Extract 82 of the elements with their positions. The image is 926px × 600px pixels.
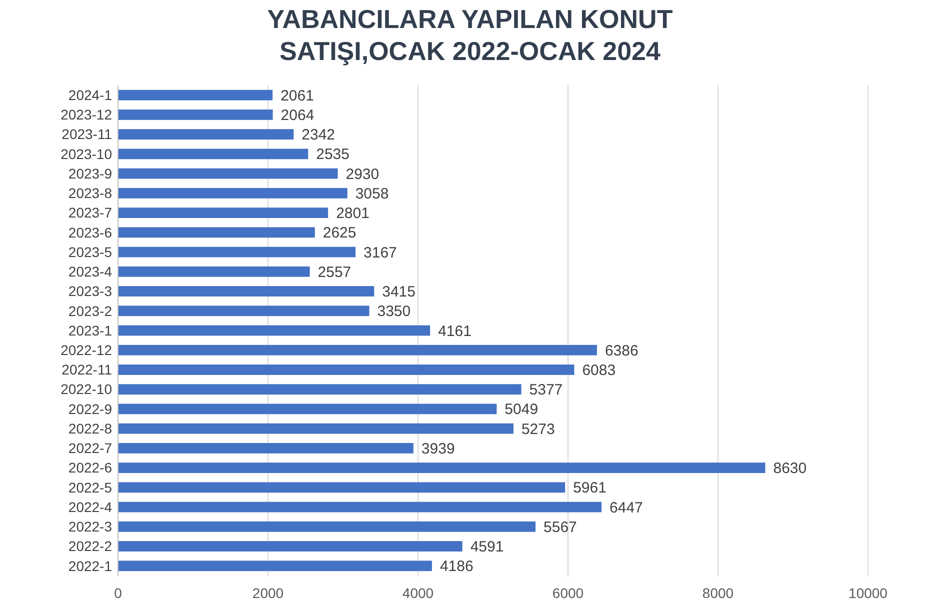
bar [118, 266, 310, 277]
x-tick-label: 8000 [702, 585, 734, 600]
chart-title: YABANCILARA YAPILAN KONUT SATIŞI,OCAK 2022-OCAK 2024 [267, 4, 673, 66]
y-tick-label: 2023-10 [60, 146, 112, 162]
data-label: 2342 [302, 126, 336, 144]
y-tick-label: 2022-4 [68, 498, 112, 515]
data-label: 4161 [438, 322, 472, 340]
y-tick-label: 2022-3 [68, 518, 112, 535]
y-tick-label: 2022-10 [60, 381, 112, 398]
y-tick-label: 2023-4 [68, 264, 112, 280]
x-tick-label: 0 [114, 585, 122, 600]
bar [118, 208, 328, 218]
y-tick-label: 2023-7 [68, 204, 112, 221]
data-label: 2801 [336, 205, 370, 222]
data-label: 2064 [280, 106, 314, 124]
bar [118, 521, 536, 532]
bar [118, 286, 374, 296]
y-tick-label: 2022-7 [68, 440, 112, 456]
y-tick-label: 2023-6 [68, 224, 112, 240]
bar [118, 188, 348, 198]
bar [118, 423, 514, 434]
x-tick-label: 6000 [552, 585, 584, 600]
bar [118, 110, 273, 120]
data-label: 4591 [470, 538, 504, 556]
bar [118, 246, 356, 258]
data-label: 3350 [377, 303, 411, 320]
x-tick-label: 10000 [848, 585, 888, 600]
y-tick-label: 2022-1 [68, 558, 112, 574]
data-label: 2061 [280, 87, 314, 104]
bar [118, 384, 522, 395]
y-tick-label: 2022-9 [68, 400, 112, 417]
data-label: 2557 [318, 264, 352, 281]
bar [118, 541, 462, 552]
y-tick-label: 2023-8 [68, 185, 112, 202]
bar [118, 502, 602, 512]
bar [118, 560, 432, 572]
y-tick-label: 2022-11 [62, 362, 112, 378]
bar [118, 364, 574, 375]
data-label: 6447 [610, 499, 643, 516]
data-label: 2930 [346, 166, 380, 183]
bar [118, 462, 766, 474]
data-label: 4186 [440, 558, 474, 576]
bar [118, 148, 308, 160]
data-label: 3167 [364, 244, 397, 262]
bar [118, 404, 497, 414]
x-tick-label: 4000 [402, 585, 434, 600]
bar [118, 443, 414, 454]
data-label: 5377 [529, 382, 563, 399]
y-tick-label: 2024-1 [68, 87, 112, 103]
bar [118, 227, 315, 238]
bar [118, 344, 597, 356]
y-tick-label: 2023-2 [68, 302, 112, 319]
data-label: 5049 [504, 401, 538, 418]
data-label: 3058 [355, 185, 389, 202]
y-tick-label: 2023-11 [62, 126, 112, 142]
data-label: 5273 [521, 420, 555, 438]
data-label: 5961 [573, 480, 606, 497]
data-label: 3415 [382, 284, 416, 301]
y-tick-label: 2022-12 [60, 342, 112, 358]
data-label: 3939 [421, 440, 455, 458]
bar [118, 325, 430, 336]
y-tick-label: 2023-9 [68, 165, 112, 182]
data-label: 2535 [316, 146, 350, 164]
bar [118, 129, 294, 140]
bar [118, 306, 370, 316]
y-tick-label: 2022-5 [68, 479, 112, 496]
y-tick-label: 2023-12 [60, 106, 112, 123]
data-label: 8630 [773, 460, 807, 478]
data-label: 6083 [582, 362, 616, 379]
bar [118, 168, 338, 179]
y-tick-label: 2023-1 [68, 322, 112, 338]
y-tick-label: 2022-2 [68, 538, 112, 554]
bar [118, 482, 566, 493]
data-label: 6386 [604, 342, 638, 360]
x-tick-label: 2000 [252, 585, 284, 600]
y-tick-label: 2022-8 [68, 420, 112, 436]
data-label: 2625 [322, 224, 356, 242]
y-tick-label: 2022-6 [68, 460, 112, 476]
bar [118, 90, 273, 100]
y-tick-label: 2023-3 [68, 283, 112, 300]
data-label: 5567 [544, 518, 577, 536]
y-tick-label: 2023-5 [68, 244, 112, 260]
